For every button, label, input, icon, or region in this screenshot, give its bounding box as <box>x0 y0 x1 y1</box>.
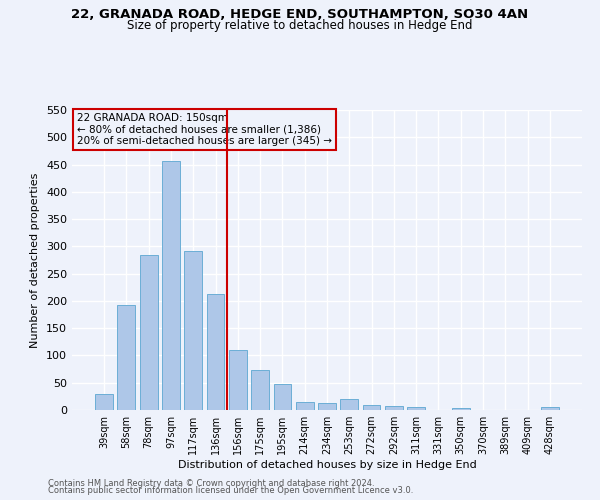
Bar <box>541 408 559 410</box>
Text: 22, GRANADA ROAD, HEDGE END, SOUTHAMPTON, SO30 4AN: 22, GRANADA ROAD, HEDGE END, SOUTHAMPTON… <box>71 8 529 20</box>
Text: Size of property relative to detached houses in Hedge End: Size of property relative to detached ho… <box>127 19 473 32</box>
Y-axis label: Number of detached properties: Number of detached properties <box>31 172 40 348</box>
Bar <box>140 254 158 410</box>
Bar <box>229 350 247 410</box>
Bar <box>251 370 269 410</box>
Bar <box>95 394 113 410</box>
Bar <box>318 403 336 410</box>
Bar <box>162 160 180 410</box>
Bar <box>407 408 425 410</box>
Bar <box>340 399 358 410</box>
Bar <box>206 294 224 410</box>
Bar <box>296 402 314 410</box>
Text: Contains public sector information licensed under the Open Government Licence v3: Contains public sector information licen… <box>48 486 413 495</box>
Text: Contains HM Land Registry data © Crown copyright and database right 2024.: Contains HM Land Registry data © Crown c… <box>48 478 374 488</box>
Bar <box>385 406 403 410</box>
Text: 22 GRANADA ROAD: 150sqm
← 80% of detached houses are smaller (1,386)
20% of semi: 22 GRANADA ROAD: 150sqm ← 80% of detache… <box>77 113 332 146</box>
Bar <box>362 404 380 410</box>
X-axis label: Distribution of detached houses by size in Hedge End: Distribution of detached houses by size … <box>178 460 476 470</box>
Bar <box>452 408 470 410</box>
Bar <box>184 252 202 410</box>
Bar <box>274 384 292 410</box>
Bar <box>118 306 136 410</box>
